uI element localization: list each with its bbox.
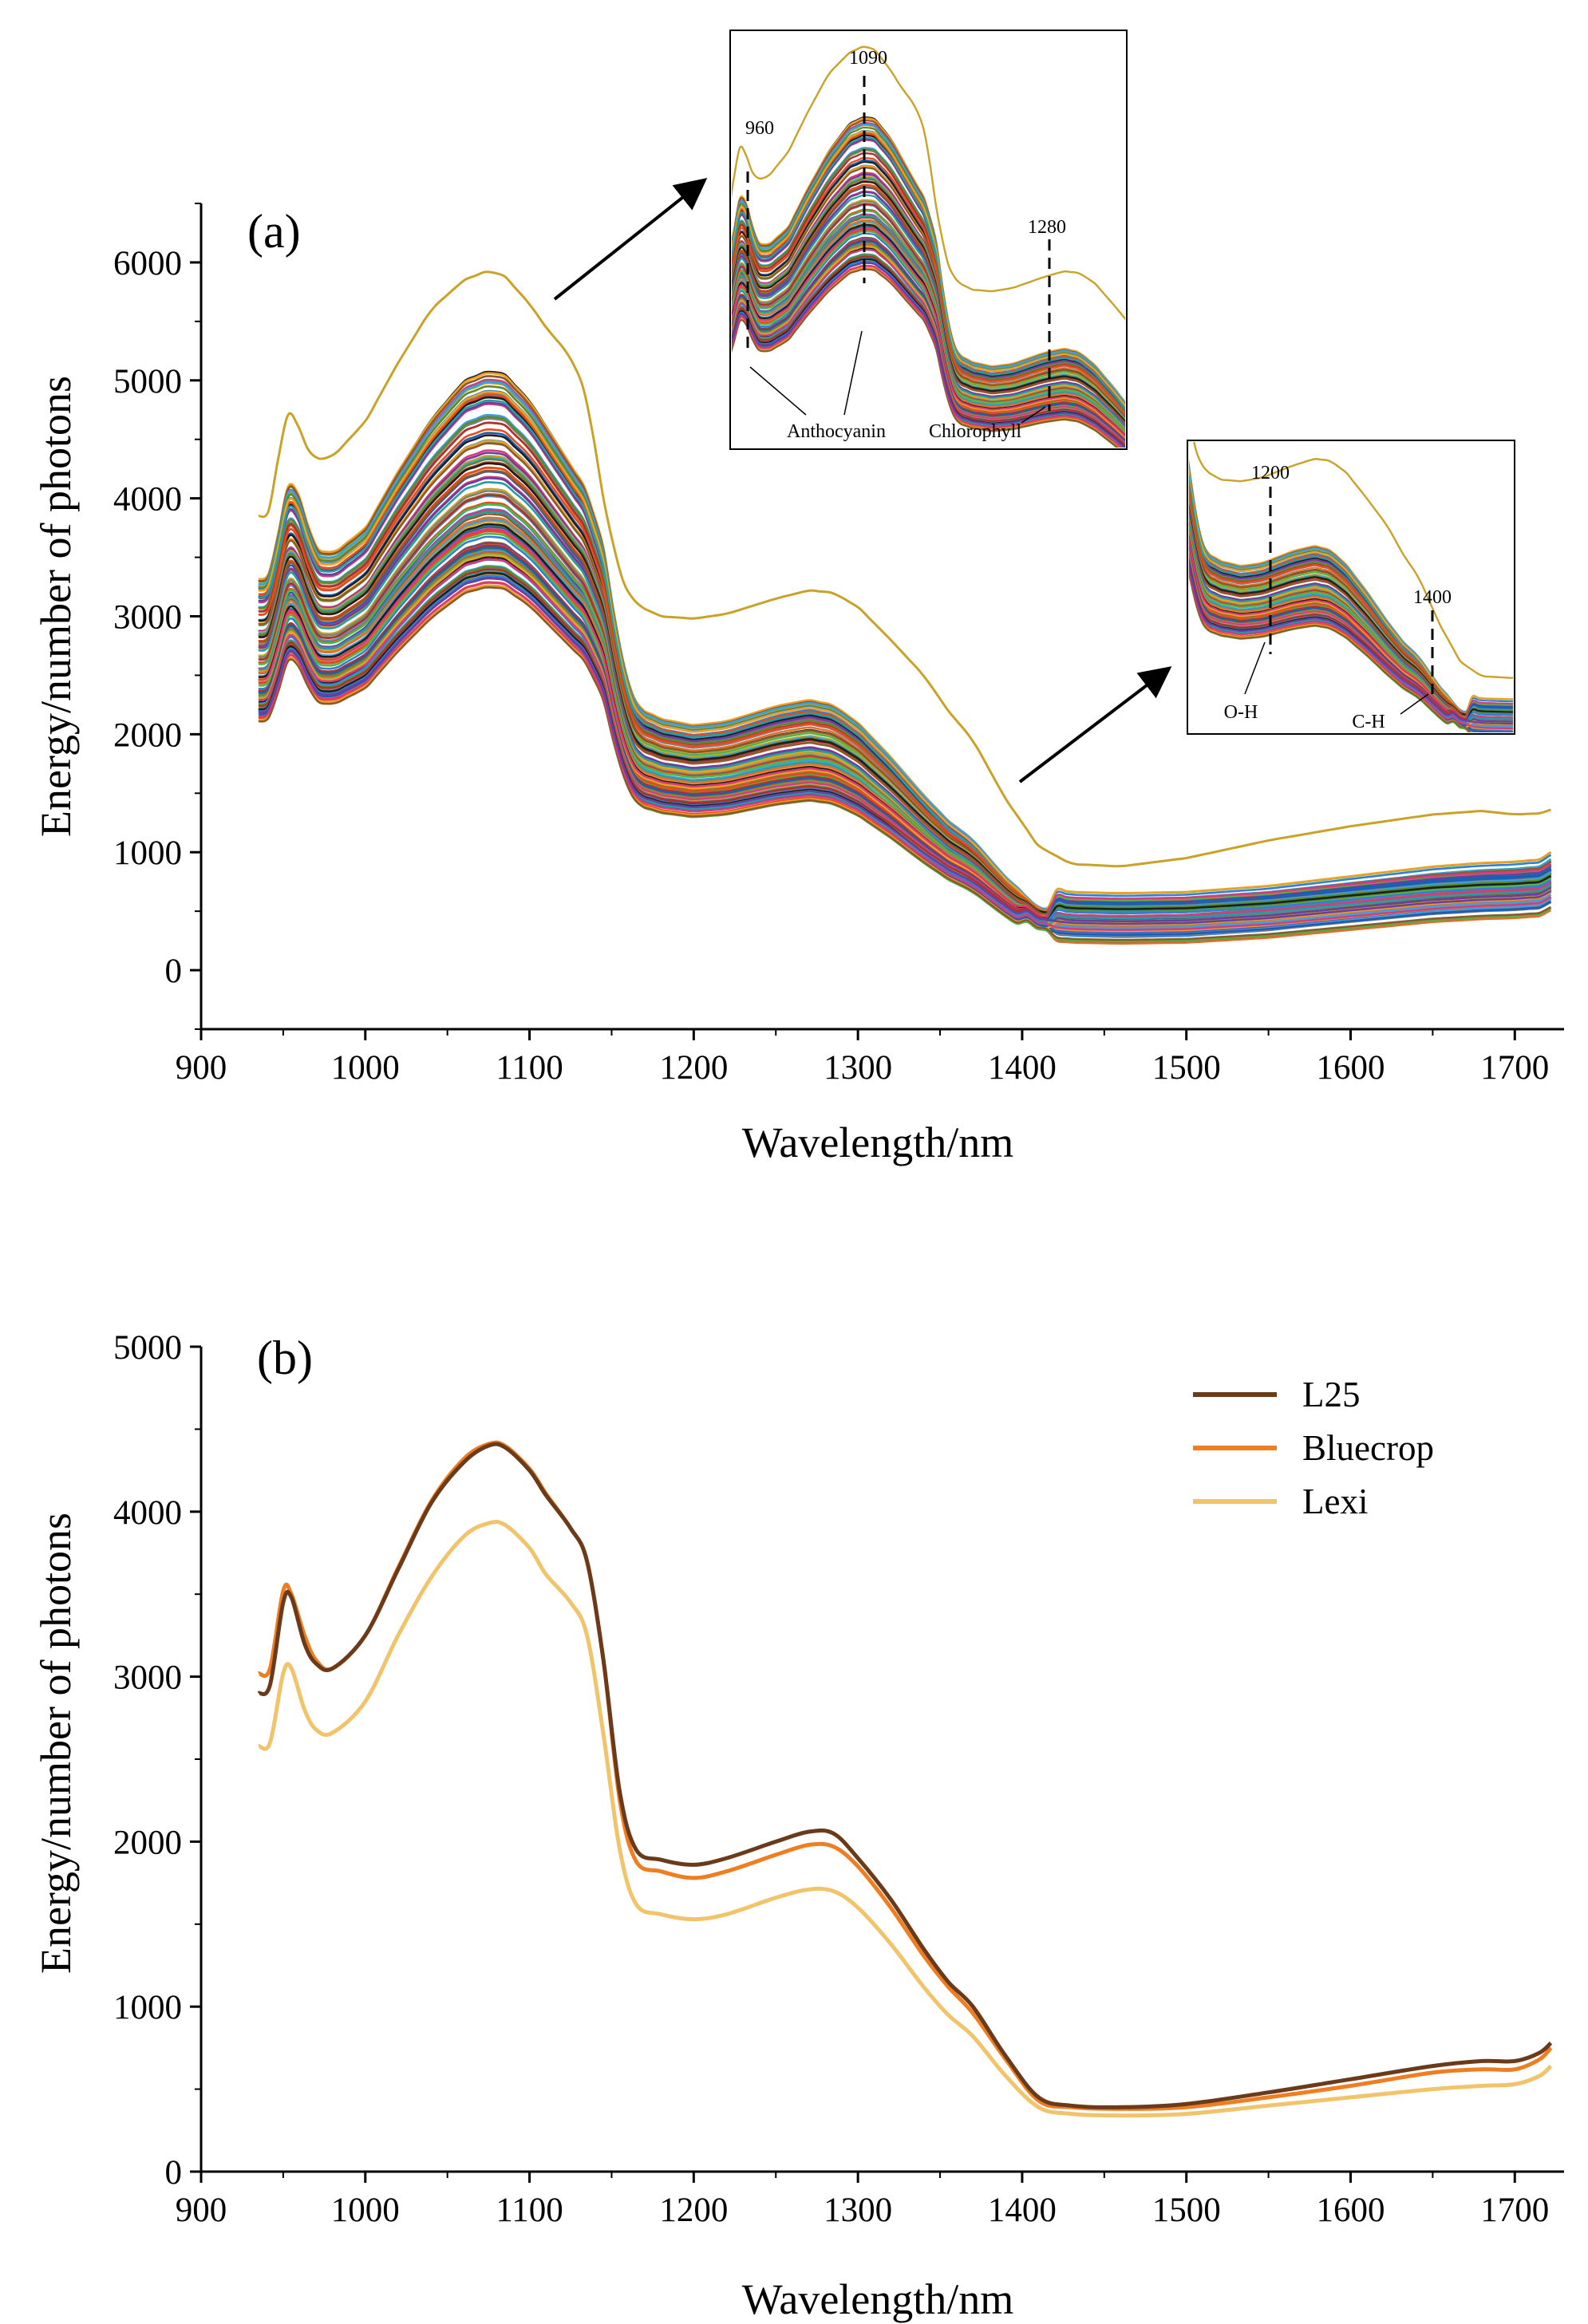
legend-label-bluecrop: Bluecrop — [1302, 1428, 1434, 1468]
inset-2-label-1200: 1200 — [1251, 463, 1290, 483]
panel-a-x-tick-label-900: 900 — [176, 1049, 227, 1087]
panel-b-x-tick-label-1100: 1100 — [496, 2192, 563, 2229]
panel-a-x-tick-label-1600: 1600 — [1316, 1049, 1385, 1087]
panel-b-x-tick-label-1200: 1200 — [659, 2192, 728, 2229]
inset-1-label-1090: 1090 — [849, 48, 887, 69]
panel-a-y-tick-label-4000: 4000 — [113, 481, 182, 519]
panel-a-x-tick-label-1200: 1200 — [659, 1049, 728, 1087]
panel-b-y-tick-label-4000: 4000 — [113, 1494, 182, 1532]
inset-1-band-chlorophyll: Chlorophyll — [929, 421, 1021, 442]
panel-b-y-tick-label-0: 0 — [165, 2154, 183, 2192]
panel-a-y-axis-label: Energy/number of photons — [32, 376, 80, 837]
panel-a-x-tick-label-1000: 1000 — [331, 1049, 400, 1087]
panel-a-y-tick-label-0: 0 — [165, 953, 183, 990]
panel-a-y-tick-label-3000: 3000 — [113, 599, 182, 637]
inset-1-label-960: 960 — [745, 118, 774, 139]
inset-1-label-1280: 1280 — [1028, 217, 1066, 238]
panel-a-x-tick-label-1400: 1400 — [988, 1049, 1057, 1087]
inset-1: 960 1090 1280 Anthocyanin Chlorophyll — [721, 30, 1132, 461]
panel-a-y-tick-label-2000: 2000 — [113, 716, 182, 754]
panel-b-y-axis-label: Energy/number of photons — [32, 1513, 80, 1974]
panel-b-y-tick-label-2000: 2000 — [113, 1824, 182, 1861]
inset-1-band-anthocyanin: Anthocyanin — [787, 421, 886, 442]
panel-a-x-axis-label: Wavelength/nm — [742, 1119, 1014, 1166]
panel-b-x-tick-label-900: 900 — [176, 2192, 227, 2229]
inset-2-label-1400: 1400 — [1413, 587, 1452, 608]
panel-a-x-tick-label-1300: 1300 — [824, 1049, 892, 1087]
panel-b-y-tick-label-3000: 3000 — [113, 1659, 182, 1697]
panel-b-x-tick-label-1500: 1500 — [1152, 2192, 1221, 2229]
panel-b-x-tick-label-1400: 1400 — [988, 2192, 1057, 2229]
panel-a-y-tick-label-1000: 1000 — [113, 835, 182, 872]
inset-2-band-oh: O-H — [1224, 702, 1258, 723]
panel-b-label: (b) — [257, 1332, 313, 1384]
panel-a-x-tick-label-1500: 1500 — [1152, 1049, 1221, 1087]
panel-a-y-tick-label-6000: 6000 — [113, 245, 182, 282]
panel-a-label: (a) — [247, 205, 301, 258]
panel-b-x-axis-label: Wavelength/nm — [742, 2275, 1014, 2323]
legend-label-l25: L25 — [1302, 1375, 1361, 1415]
panel-b-y-tick-label-5000: 5000 — [113, 1329, 182, 1367]
panel-b-x-tick-label-1000: 1000 — [331, 2192, 400, 2229]
panel-b-x-tick-label-1700: 1700 — [1480, 2192, 1549, 2229]
panel-b-y-tick-label-1000: 1000 — [113, 1989, 182, 2026]
inset-2-band-ch: C-H — [1352, 712, 1385, 732]
panel-a-x-tick-label-1700: 1700 — [1480, 1049, 1549, 1087]
panel-a-y-tick-label-5000: 5000 — [113, 363, 182, 400]
legend-label-lexi: Lexi — [1302, 1482, 1368, 1521]
panel-a-x-tick-label-1100: 1100 — [496, 1049, 563, 1087]
panel-b-x-tick-label-1600: 1600 — [1316, 2192, 1385, 2229]
panel-b-x-tick-label-1300: 1300 — [824, 2192, 892, 2229]
